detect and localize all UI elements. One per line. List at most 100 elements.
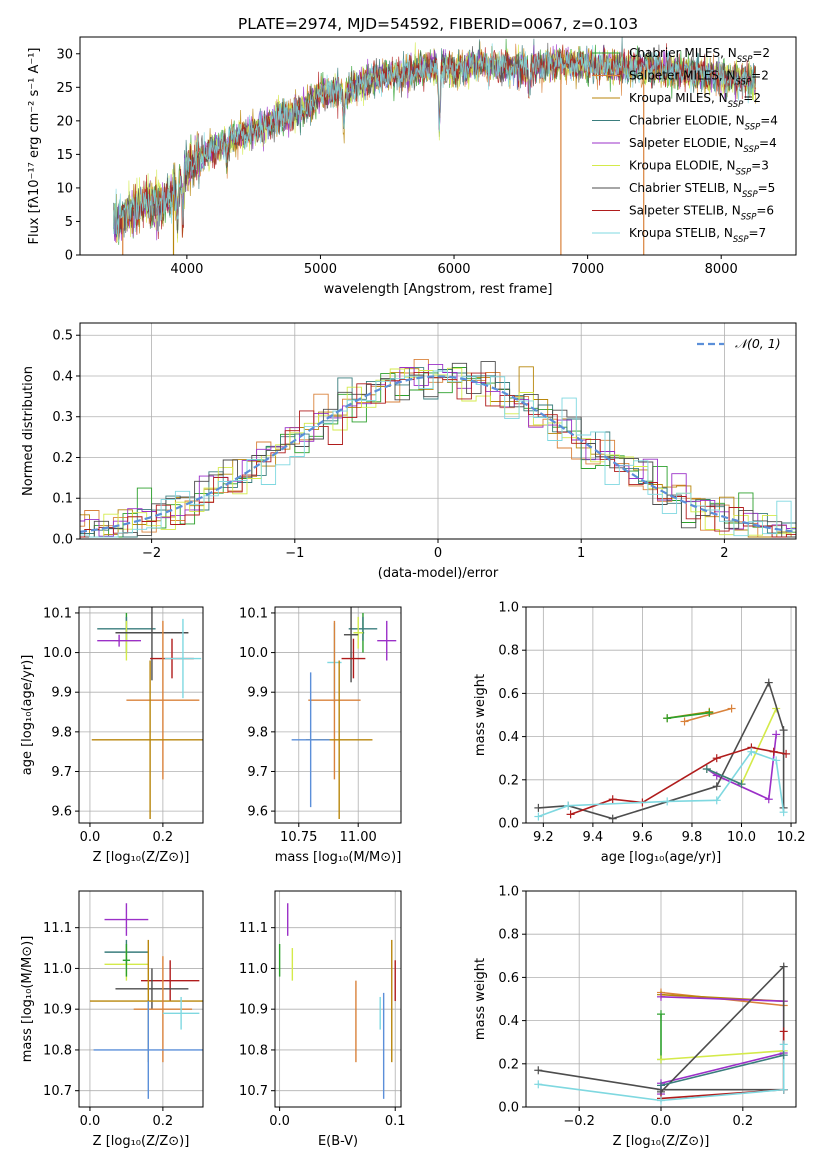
y-tick-label: 9.8: [51, 725, 72, 740]
y-tick-label: 10.0: [43, 646, 72, 661]
x-tick-label: 10.0: [727, 830, 756, 845]
weight-line: [660, 1054, 784, 1087]
panel-spectrum: 4000 5000 6000 7000 8000 0 5 10 15 20 25 30 waveleng…: [27, 36, 797, 297]
x-tick-label: 0.2: [732, 1114, 753, 1129]
legend-label: Chabrier ELODIE, NSSP=4: [629, 114, 778, 133]
legend-label: Kroupa STELIB, NSSP=7: [629, 226, 766, 245]
x-tick-label: 4000: [170, 262, 203, 277]
panel-weights-age: 9.2 9.4 9.6 9.8 10.0 10.2 0.0 0.2 0.4 0.6 0.8 1.0 ag…: [473, 601, 806, 866]
y-axis-label: Normed distribution: [21, 366, 36, 496]
plot-area: [89, 903, 203, 1099]
weight-line: [538, 750, 785, 818]
weight-line: [706, 734, 777, 801]
y-tick-label: 9.8: [247, 725, 268, 740]
axes-frame: [274, 606, 402, 824]
axes-frame: [78, 606, 204, 824]
legend-label: 𝒩(0, 1): [735, 336, 781, 351]
x-axis-label: Z [log₁₀(Z/Z⊙)]: [93, 1134, 190, 1149]
y-tick-label: 10.0: [239, 646, 268, 661]
y-tick-label: 10.7: [239, 1084, 268, 1099]
plot-area: [534, 678, 791, 823]
plot-area: [291, 607, 397, 820]
y-tick-label: 0.2: [498, 773, 519, 788]
x-tick-label: 10.2: [777, 830, 806, 845]
x-tick-label: 0.0: [80, 1114, 101, 1129]
weight-line: [706, 768, 742, 785]
weight-line: [684, 707, 732, 723]
y-axis-label: mass weight: [473, 674, 488, 756]
weight-line: [667, 712, 710, 719]
x-axis-label: Z [log₁₀(Z/Z⊙)]: [613, 1134, 710, 1149]
plot-area: [534, 962, 788, 1105]
y-axis-label: Flux [fλ10⁻¹⁷ erg cm⁻² s⁻¹ A⁻¹]: [27, 48, 42, 245]
plot-area: [278, 903, 396, 1099]
y-tick-label: 0.2: [52, 451, 73, 466]
x-axis-label: age [log₁₀(age/yr)]: [601, 850, 722, 865]
y-tick-label: 1.0: [498, 885, 519, 900]
y-tick-label: 9.7: [247, 765, 268, 780]
legend-label: Kroupa MILES, NSSP=2: [629, 91, 761, 110]
y-tick-label: 0.2: [498, 1057, 519, 1072]
x-axis-label: wavelength [Angstrom, rest frame]: [324, 282, 553, 297]
y-tick-label: 0: [65, 249, 73, 264]
weight-line: [660, 1050, 784, 1061]
y-tick-label: 0.3: [52, 410, 73, 425]
y-tick-label: 9.9: [51, 686, 72, 701]
y-tick-label: 15: [56, 148, 73, 163]
legend-label: Salpeter MILES, NSSP=2: [629, 69, 769, 88]
x-axis-label: Z [log₁₀(Z/Z⊙)]: [93, 850, 190, 865]
x-tick-label: −0.2: [563, 1114, 595, 1129]
y-tick-label: 11.0: [239, 962, 268, 977]
x-tick-label: 0.0: [651, 1114, 672, 1129]
legend-label: Salpeter ELODIE, NSSP=4: [629, 136, 777, 155]
x-tick-label: 9.8: [682, 830, 703, 845]
x-tick-label: 11.00: [340, 830, 377, 845]
weight-line: [538, 1044, 785, 1102]
panel-mass-ebv: 0.0 0.1 10.7 10.8 10.9 11.0 11.1 E(B-V): [239, 890, 406, 1149]
y-tick-label: 10.9: [239, 1003, 268, 1018]
y-tick-label: 9.7: [51, 765, 72, 780]
y-tick-label: 0.0: [498, 1101, 519, 1116]
axes-frame: [525, 890, 797, 1108]
y-tick-label: 10.8: [43, 1043, 72, 1058]
weight-line: [660, 1031, 785, 1100]
figure-title: PLATE=2974, MJD=54592, FIBERID=0067, z=0…: [238, 15, 638, 33]
x-tick-label: 9.2: [533, 830, 554, 845]
plot-area: [91, 607, 203, 820]
y-tick-label: 0.1: [52, 492, 73, 507]
y-tick-label: 0.5: [52, 329, 73, 344]
axes-frame: [79, 322, 797, 540]
x-tick-label: 6000: [437, 262, 470, 277]
y-tick-label: 0.4: [498, 730, 519, 745]
y-tick-label: 9.9: [247, 686, 268, 701]
x-tick-label: 7000: [571, 262, 604, 277]
x-axis-label: mass [log₁₀(M/M⊙)]: [275, 850, 402, 865]
y-tick-label: 30: [56, 47, 73, 62]
x-tick-label: 0.0: [80, 830, 101, 845]
y-tick-label: 0.8: [498, 928, 519, 943]
y-tick-label: 9.6: [51, 805, 72, 820]
y-tick-label: 11.1: [239, 921, 268, 936]
y-axis-label: mass weight: [473, 958, 488, 1040]
x-tick-label: 0: [434, 546, 442, 561]
y-tick-label: 0.0: [52, 533, 73, 548]
histogram-step: [80, 370, 796, 538]
x-tick-label: 0.2: [153, 830, 174, 845]
y-tick-label: 10.1: [239, 606, 268, 621]
normal-curve: [80, 375, 794, 533]
axes-frame: [525, 606, 797, 824]
y-tick-label: 10.1: [43, 606, 72, 621]
y-tick-label: 9.6: [247, 805, 268, 820]
panel-mass-Z: 0.0 0.2 10.7 10.8 10.9 11.0 11.1 Z [log₁₀(Z/Z⊙)…: [20, 890, 204, 1149]
panel-age-mass: 10.75 11.00 9.6 9.7 9.8 9.9 10.0 10.1 mass [log₁…: [239, 606, 402, 865]
y-tick-label: 25: [56, 81, 73, 96]
histogram-step: [80, 361, 796, 538]
x-tick-label: 9.4: [583, 830, 604, 845]
spectrum-line: [113, 42, 757, 237]
weight-line: [660, 996, 785, 1094]
x-tick-label: 5000: [304, 262, 337, 277]
y-tick-label: 10.7: [43, 1084, 72, 1099]
axes-frame: [79, 36, 797, 256]
legend-label: Chabrier MILES, NSSP=2: [629, 46, 770, 65]
x-axis-label: (data-model)/error: [378, 566, 499, 581]
